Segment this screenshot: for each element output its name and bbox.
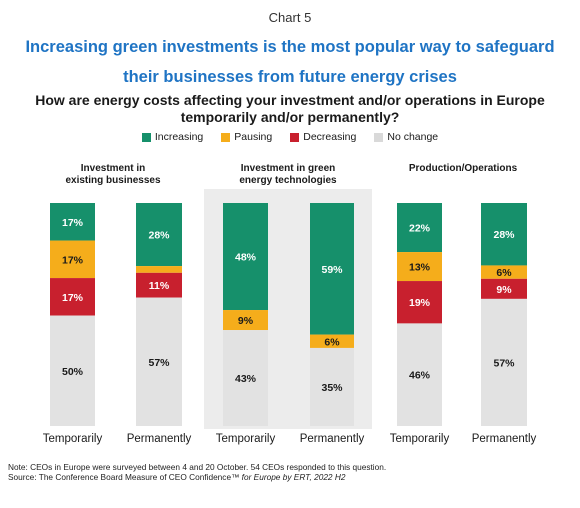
category-label: Permanently	[300, 433, 365, 445]
legend-item-decreasing: Decreasing	[290, 131, 356, 143]
data-label: 9%	[238, 315, 254, 327]
bar-segment-decreasing	[50, 278, 95, 316]
data-label: 28%	[148, 230, 170, 242]
category-label: Permanently	[127, 433, 192, 445]
legend-swatch	[141, 132, 151, 142]
chart-question-line-1: How are energy costs affecting your inve…	[35, 92, 545, 108]
bar-segment-no-change	[50, 315, 95, 426]
bar-segment-pausing	[481, 265, 527, 279]
source-suffix: for Europe by ERT, 2022 H2	[239, 472, 346, 482]
chart-number-label: Chart 5	[268, 10, 312, 25]
category-label: Temporarily	[390, 433, 450, 445]
data-label: 11%	[149, 280, 170, 292]
legend-swatch	[374, 132, 384, 142]
legend-swatch	[290, 132, 300, 142]
legend-label: Decreasing	[303, 131, 357, 143]
bar-segment-decreasing	[397, 281, 442, 324]
data-label: 35%	[321, 382, 343, 394]
bar-segment-increasing	[481, 203, 527, 266]
data-label: 46%	[409, 370, 431, 382]
bar-segment-increasing	[223, 203, 268, 311]
category-label: Permanently	[472, 433, 537, 445]
chart-title: Increasing green investments is the most…	[0, 32, 580, 92]
data-label: 6%	[496, 267, 512, 279]
group-title-line-1: Production/Operations	[408, 163, 518, 174]
data-label: 9%	[496, 284, 512, 296]
data-label: 22%	[409, 223, 431, 235]
survey-note: Note: CEOs in Europe were surveyed betwe…	[8, 462, 387, 472]
stacked-bar-chart: 17% 17% 17% 50% Temporarily 28% 11% 57% Permanen…	[42, 189, 537, 445]
category-label: Temporarily	[216, 433, 276, 445]
group-title-line-2: energy technologies	[239, 175, 337, 186]
data-label: 17%	[62, 292, 84, 304]
source-note: Source: The Conference Board Measure of …	[8, 472, 386, 482]
bar-segment-decreasing	[481, 278, 527, 299]
bar-segment-pausing	[310, 334, 354, 348]
data-label: 43%	[235, 373, 257, 385]
bar-segment-no-change	[397, 323, 442, 426]
chart-question-line-2: temporarily and/or permanently?	[180, 109, 400, 125]
bar-segment-pausing	[397, 252, 442, 282]
bar-segment-increasing	[136, 203, 182, 267]
source-prefix: Source: The Conference Board Measure of …	[8, 472, 240, 482]
bar-segment-pausing	[136, 266, 182, 273]
chart-question: How are energy costs affecting your inve…	[0, 92, 580, 126]
legend-item-pausing: Pausing	[221, 131, 272, 143]
data-label: 17%	[62, 254, 84, 266]
data-label: 57%	[493, 357, 515, 369]
data-label: 6%	[324, 336, 340, 348]
legend-item-increasing: Increasing	[141, 131, 204, 143]
chart-title-line-1: Increasing green investments is the most…	[25, 38, 555, 56]
group-title-line-1: Investment in green	[240, 163, 336, 174]
data-label: 48%	[235, 252, 257, 264]
legend: Increasing Pausing Decreasing No change	[0, 131, 580, 143]
group-title-line-2: existing businesses	[65, 175, 161, 186]
legend-label: Increasing	[154, 131, 204, 143]
notes: Note: CEOs in Europe were surveyed betwe…	[8, 462, 386, 482]
category-label: Temporarily	[43, 433, 103, 445]
data-label: 28%	[493, 229, 515, 241]
group-title-2: Investment in green energy technologies	[194, 163, 382, 187]
data-label: 59%	[321, 264, 343, 276]
group-title-line-1: Investment in	[80, 163, 146, 174]
chart-title-line-2: their businesses from future energy cris…	[123, 68, 457, 86]
bar-segment-decreasing	[136, 272, 182, 298]
bar-segment-increasing	[50, 203, 95, 241]
legend-item-no-change: No change	[374, 131, 438, 143]
data-label: 50%	[62, 366, 84, 378]
legend-label: No change	[387, 131, 439, 143]
bar-segment-no-change	[310, 347, 354, 426]
bar-segment-pausing	[50, 240, 95, 279]
legend-label: Pausing	[234, 131, 273, 143]
bar-segment-increasing	[397, 203, 442, 253]
bar-segment-pausing	[223, 310, 268, 331]
bar-segment-no-change	[481, 298, 527, 426]
data-label: 13%	[409, 262, 431, 274]
data-label: 57%	[148, 357, 170, 369]
data-label: 17%	[62, 217, 84, 229]
bar-segment-no-change	[136, 297, 182, 426]
bar-segment-increasing	[310, 203, 354, 335]
group-title-1: Investment in existing businesses	[18, 163, 208, 187]
bar-segment-no-change	[223, 330, 268, 426]
legend-swatch	[221, 132, 231, 142]
data-label: 19%	[409, 297, 431, 309]
group-title-3: Production/Operations	[368, 163, 558, 175]
